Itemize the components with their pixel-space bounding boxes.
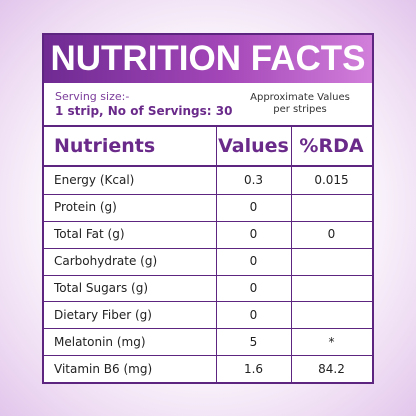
table-cell: Total Sugars (g) [54, 280, 149, 295]
table-cell: Melatonin (mg) [54, 334, 146, 349]
table-cell: 0 [249, 280, 258, 295]
column-divider [216, 127, 217, 382]
column-header: %RDA [299, 135, 364, 157]
table-cell: 0 [249, 227, 258, 242]
table-cell: 1.6 [243, 361, 264, 376]
row-divider [44, 274, 372, 276]
table-cell: * [328, 334, 335, 349]
table-cell: Total Fat (g) [54, 227, 125, 242]
row-divider [44, 301, 372, 303]
table-cell: Energy (Kcal) [54, 173, 135, 188]
table-cell: Dietary Fiber (g) [54, 307, 152, 322]
table-cell: 0.015 [314, 173, 349, 188]
table-cell: Protein (g) [54, 200, 117, 215]
table-cell: 84.2 [318, 361, 345, 376]
title: NUTRITION FACTS [44, 35, 372, 83]
table-cell: 0 [249, 307, 258, 322]
row-divider [44, 328, 372, 330]
row-divider [44, 247, 372, 249]
column-header: Nutrients [54, 135, 156, 157]
serving-label: Serving size:- [55, 90, 130, 103]
row-divider [44, 165, 372, 167]
column-divider [291, 127, 292, 382]
nutrition-card: NUTRITION FACTS Serving size:- 1 strip, … [42, 33, 374, 384]
row-divider [44, 220, 372, 222]
table-cell: 0.3 [243, 173, 264, 188]
table-cell: Vitamin B6 (mg) [54, 361, 153, 376]
serving-info: Serving size:- 1 strip, No of Servings: … [44, 83, 372, 127]
row-divider [44, 355, 372, 357]
table-cell: 5 [249, 334, 258, 349]
table-cell: 0 [249, 200, 258, 215]
column-header: Values [218, 135, 289, 157]
row-divider [44, 193, 372, 195]
table-cell: 0 [327, 227, 336, 242]
serving-note: Approximate Values [250, 92, 350, 103]
table-cell: 0 [249, 254, 258, 269]
serving-note: per stripes [273, 104, 327, 115]
table-cell: Carbohydrate (g) [54, 254, 158, 269]
serving-detail: 1 strip, No of Servings: 30 [55, 104, 233, 118]
